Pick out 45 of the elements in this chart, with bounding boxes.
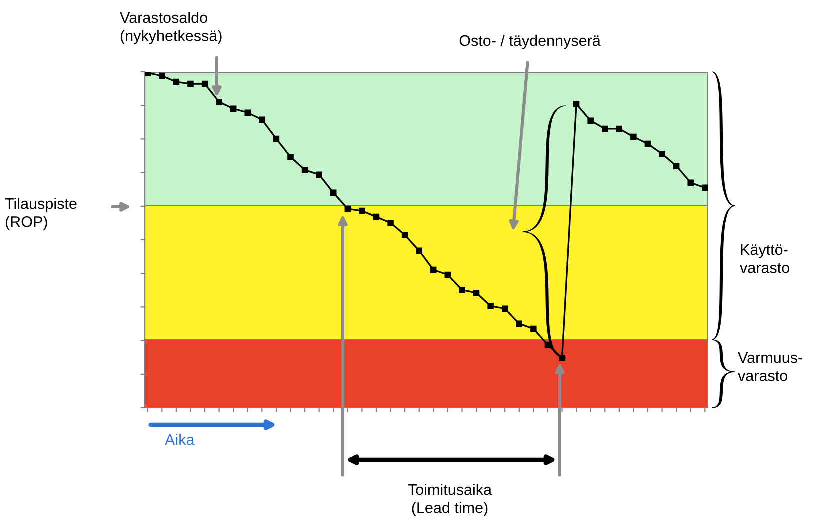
point xyxy=(630,134,637,140)
point xyxy=(159,72,166,80)
point xyxy=(344,206,352,212)
point xyxy=(330,190,337,196)
point xyxy=(173,78,180,86)
point xyxy=(273,136,280,142)
point xyxy=(430,266,437,274)
point xyxy=(302,167,308,174)
point xyxy=(644,140,652,148)
text: Käyttö- varasto xyxy=(740,244,790,274)
point xyxy=(602,126,608,132)
point xyxy=(388,220,394,226)
point xyxy=(702,184,708,192)
text: Varmuus- varasto xyxy=(738,352,802,382)
text: Osto- / täydennyserä xyxy=(460,35,601,50)
point xyxy=(688,180,694,186)
point xyxy=(488,303,494,310)
point xyxy=(659,150,666,158)
point xyxy=(516,320,523,328)
point xyxy=(145,72,151,76)
point xyxy=(502,306,508,312)
text: Tilauspiste (ROP) xyxy=(5,198,77,230)
point xyxy=(230,106,237,112)
point xyxy=(373,214,380,220)
point xyxy=(444,272,452,278)
point xyxy=(573,101,580,108)
point xyxy=(244,110,252,116)
point xyxy=(588,118,594,124)
text: Varastosaldo (nykyhetkessä) xyxy=(120,12,222,44)
point xyxy=(402,232,408,238)
point xyxy=(673,163,680,170)
point xyxy=(259,116,266,124)
text: Aika xyxy=(165,434,195,446)
point xyxy=(416,248,422,254)
point xyxy=(216,99,222,106)
text: Toimitusaika (Lead time) xyxy=(408,484,492,516)
point xyxy=(473,290,480,296)
point xyxy=(459,286,466,294)
point xyxy=(202,80,208,88)
point xyxy=(359,208,366,214)
point xyxy=(316,172,322,178)
point xyxy=(288,154,294,160)
point xyxy=(188,80,194,88)
point xyxy=(616,126,623,132)
point xyxy=(530,326,537,332)
